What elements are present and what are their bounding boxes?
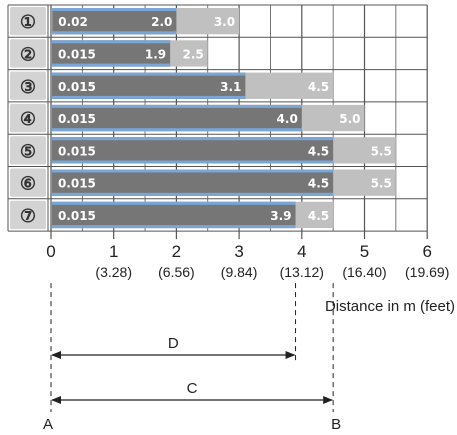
bar-accent-top bbox=[51, 137, 334, 141]
bar-light-label: 5.5 bbox=[371, 144, 392, 158]
bar-start-label: 0.02 bbox=[58, 15, 88, 29]
x-tick-feet-label: (6.56) bbox=[158, 264, 195, 280]
bar-dark-label: 4.5 bbox=[308, 177, 329, 191]
bar-start-label: 0.015 bbox=[58, 177, 96, 191]
bar-accent-bottom bbox=[51, 63, 171, 67]
x-tick-feet-label: (16.40) bbox=[342, 264, 386, 280]
dimension-label: D bbox=[168, 335, 179, 352]
x-tick-label: 2 bbox=[172, 242, 181, 261]
row-label-cell bbox=[10, 136, 46, 165]
bar-accent-bottom bbox=[51, 95, 246, 99]
bar-light-label: 3.0 bbox=[214, 15, 235, 29]
bar-dark-label: 4.5 bbox=[308, 144, 329, 158]
bar-light-label: 5.5 bbox=[371, 177, 392, 191]
row-label: ⑤ bbox=[20, 141, 36, 161]
x-tick-label: 6 bbox=[422, 242, 431, 261]
bar-start-label: 0.015 bbox=[58, 144, 96, 158]
bar-start-label: 0.015 bbox=[58, 80, 96, 94]
x-axis-label: Distance in m (feet) bbox=[325, 298, 455, 315]
x-tick-label: 4 bbox=[297, 242, 306, 261]
row-label-cell bbox=[10, 168, 46, 197]
row-label-cell bbox=[10, 71, 46, 100]
bar-accent-top bbox=[51, 72, 246, 76]
bar-light-label: 4.5 bbox=[308, 209, 329, 223]
row-label: ① bbox=[20, 12, 36, 32]
row-label-cell bbox=[10, 7, 46, 36]
row-label: ② bbox=[20, 44, 36, 64]
bar-accent-top bbox=[51, 104, 302, 108]
bar-light-label: 5.0 bbox=[339, 112, 360, 126]
x-tick-label: 3 bbox=[234, 242, 243, 261]
bar-accent-bottom bbox=[51, 160, 334, 164]
x-tick-label: 5 bbox=[360, 242, 369, 261]
dimension-lines: A B D C bbox=[43, 283, 341, 433]
bar-start-label: 0.015 bbox=[58, 47, 96, 61]
row-label: ⑥ bbox=[20, 174, 36, 194]
bar-start-label: 0.015 bbox=[58, 209, 96, 223]
bar-accent-bottom bbox=[51, 225, 296, 229]
row-label-cell bbox=[10, 200, 46, 230]
bar-accent-top bbox=[51, 40, 171, 44]
marker-label: A bbox=[43, 416, 53, 433]
bar-accent-top bbox=[52, 8, 177, 11]
bar-dark-label: 4.0 bbox=[277, 112, 298, 126]
bar-dark bbox=[51, 104, 302, 132]
bar-start-label: 0.015 bbox=[58, 112, 96, 126]
x-axis: 0 1 2 3 4 5 6 (3.28) (6.56) (9.84) (13.12) (16.40) (… bbox=[46, 242, 449, 280]
x-tick-label: 0 bbox=[46, 242, 55, 261]
x-tick-label: 1 bbox=[109, 242, 118, 261]
row-labels: ① ② ③ ④ ⑤ ⑥ ⑦ bbox=[10, 7, 46, 230]
bar-dark-label: 1.9 bbox=[145, 47, 166, 61]
x-tick-feet-label: (13.12) bbox=[280, 264, 324, 280]
bar-accent-bottom bbox=[51, 192, 334, 196]
bar-accent-top bbox=[51, 169, 334, 173]
bar-accent-bottom bbox=[52, 31, 177, 35]
bar-dark bbox=[51, 40, 171, 67]
bar-dark bbox=[51, 169, 334, 196]
marker-label: B bbox=[331, 416, 341, 433]
bars: 0.02 2.0 3.0 0.015 1.9 2.5 0.015 3.1 4.5 0.015 4.0… bbox=[51, 8, 396, 229]
bar-dark bbox=[52, 8, 177, 35]
bar-dark-label: 2.0 bbox=[151, 15, 172, 29]
row-label-cell bbox=[10, 39, 46, 68]
bar-dark bbox=[51, 201, 296, 229]
x-tick-feet-label: (19.69) bbox=[405, 264, 449, 280]
x-tick-feet-label: (9.84) bbox=[221, 264, 258, 280]
bar-dark bbox=[51, 72, 246, 99]
row-label: ⑦ bbox=[20, 206, 36, 226]
row-label: ④ bbox=[20, 109, 36, 129]
row-label-cell bbox=[10, 103, 46, 133]
bar-light-label: 2.5 bbox=[182, 47, 203, 61]
bar-dark bbox=[51, 137, 334, 164]
bar-accent-top bbox=[51, 201, 296, 205]
dimension-label: C bbox=[187, 380, 198, 397]
row-label: ③ bbox=[20, 77, 36, 97]
bar-light-label: 4.5 bbox=[308, 80, 329, 94]
bar-accent-bottom bbox=[51, 128, 302, 132]
x-tick-feet-label: (3.28) bbox=[95, 264, 132, 280]
bar-dark-label: 3.1 bbox=[220, 80, 241, 94]
bar-dark-label: 3.9 bbox=[270, 209, 291, 223]
